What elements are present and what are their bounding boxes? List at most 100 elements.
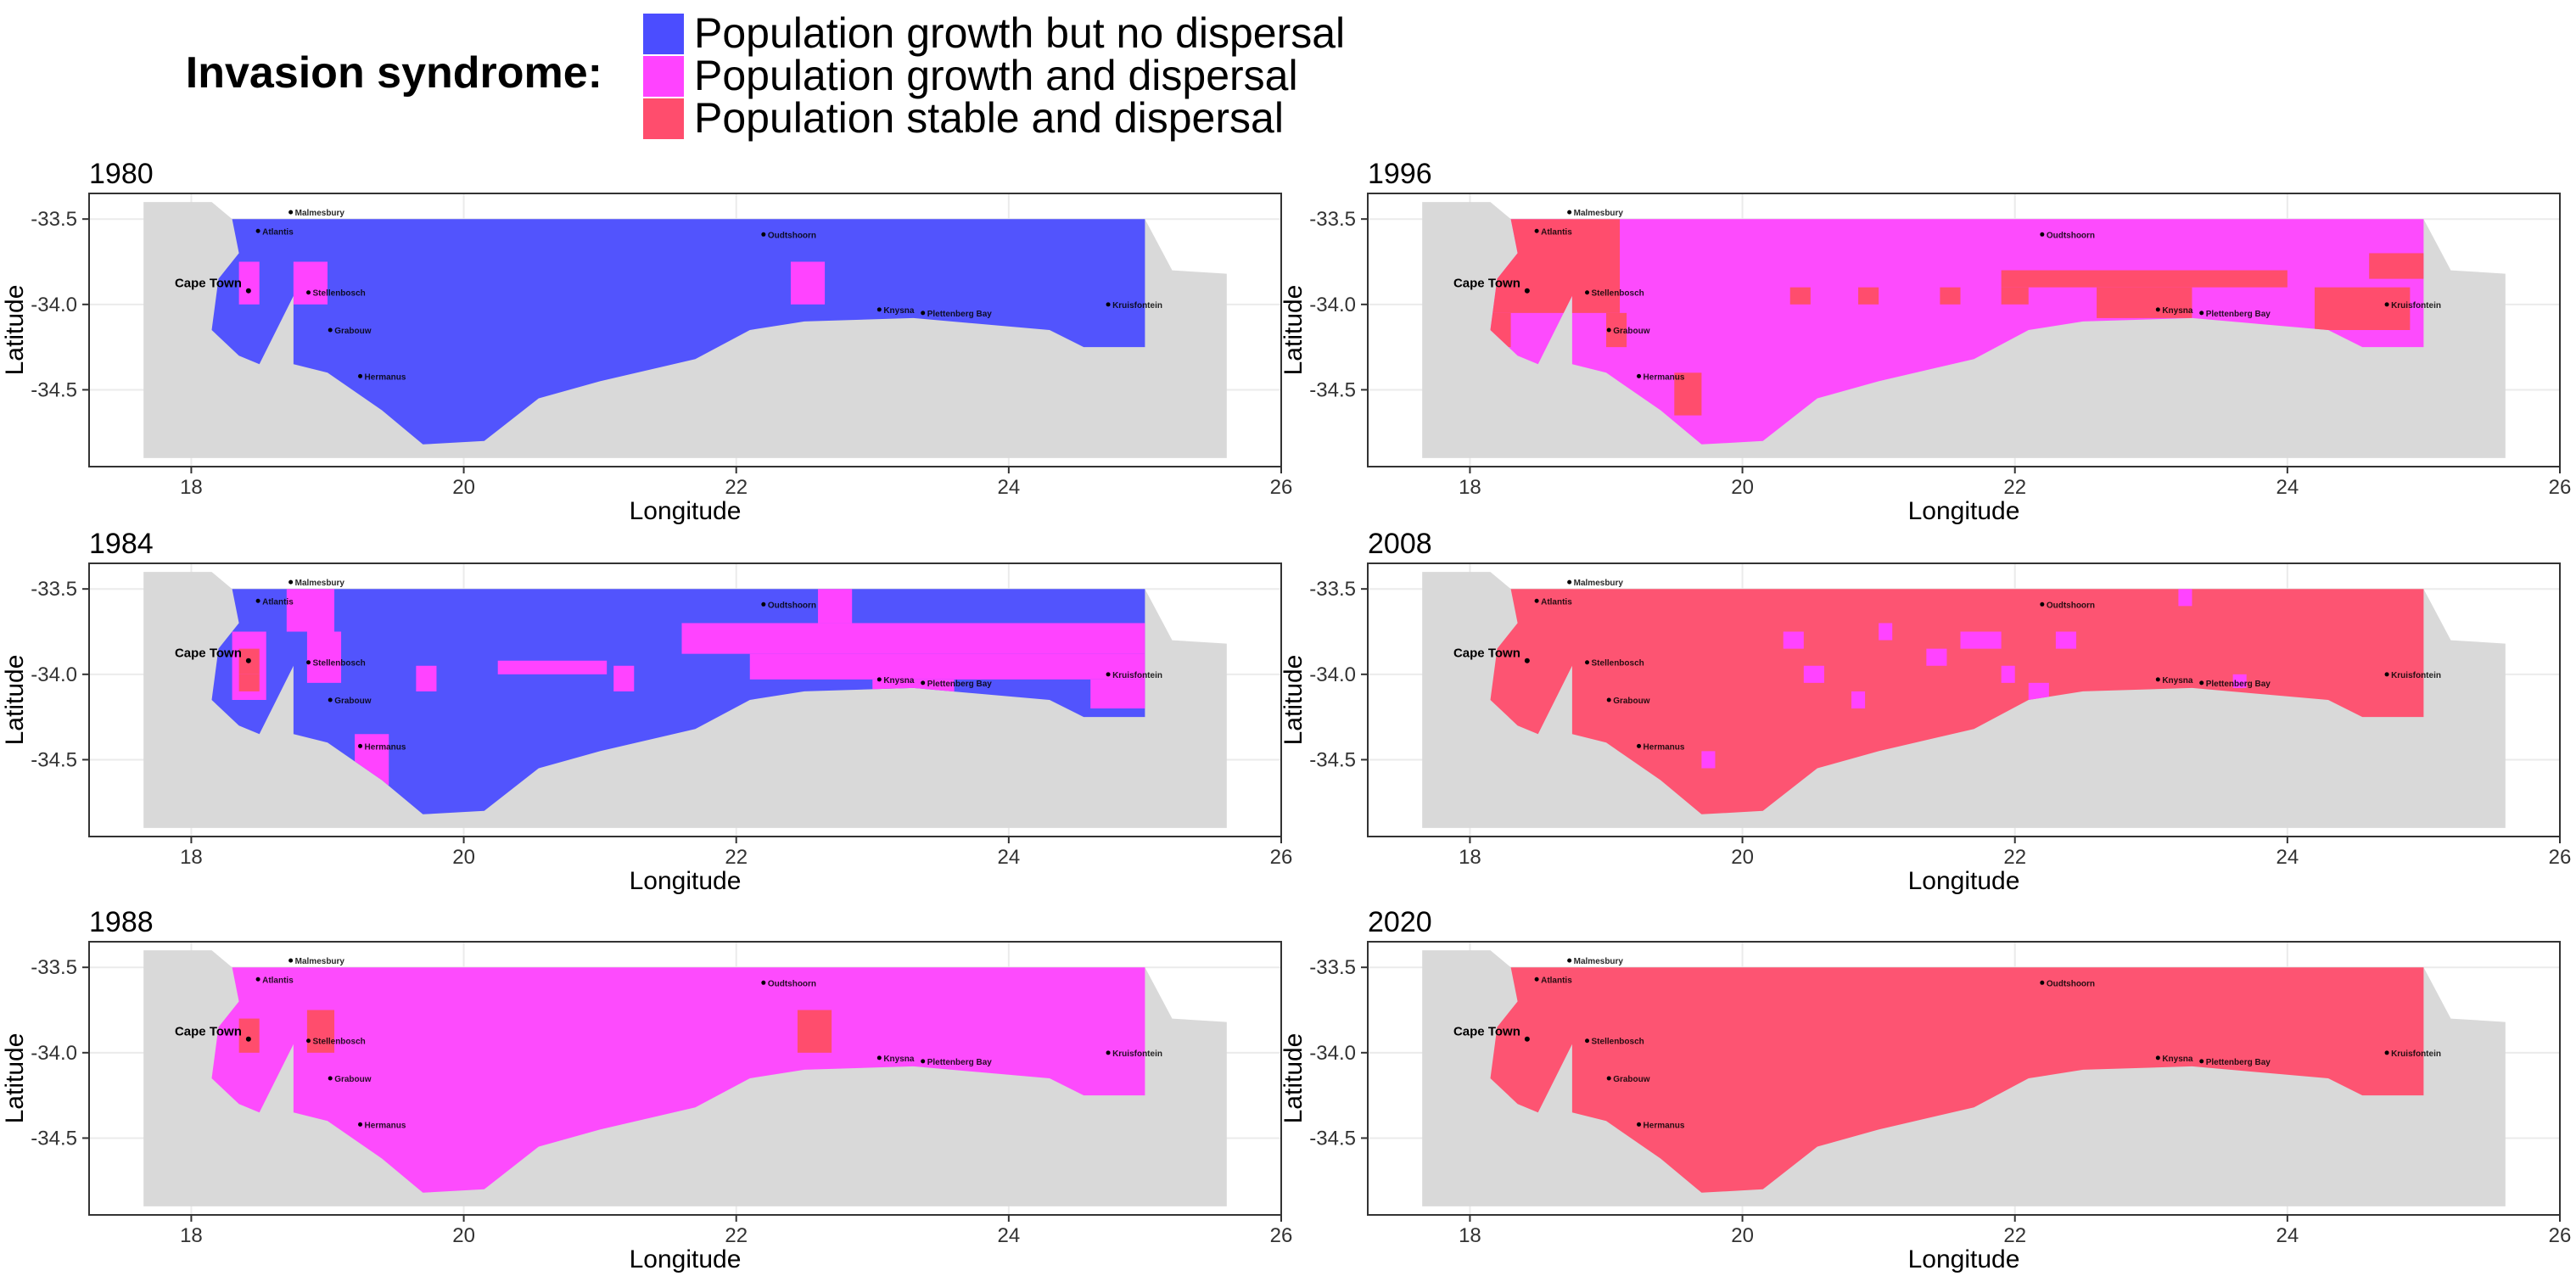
- y-tick-label: -34.0: [1309, 1042, 1356, 1065]
- y-axis-label: Latitude: [1280, 1033, 1308, 1124]
- town-marker: [1585, 290, 1590, 295]
- syndrome-base-area: [211, 967, 1145, 1193]
- x-axis-label: Longitude: [1908, 497, 2020, 525]
- town-marker: [358, 1122, 363, 1127]
- plot-frame: [88, 941, 1282, 1216]
- town-marker: [921, 680, 926, 686]
- town-label: Knysna: [2162, 1055, 2193, 1064]
- plot-frame: [1367, 941, 2561, 1216]
- town-label: Kruisfontein: [1112, 301, 1162, 311]
- town-marker: [306, 1038, 311, 1044]
- syndrome-cell: [2314, 287, 2411, 330]
- town-label: Knysna: [883, 306, 915, 316]
- town-label: Hermanus: [365, 372, 406, 382]
- town-label: Knysna: [2162, 306, 2193, 316]
- x-tick-label: 22: [2003, 1224, 2026, 1247]
- town-marker: [245, 1036, 251, 1042]
- town-label: Cape Town: [1453, 277, 1520, 291]
- y-tick-label: -34.5: [1309, 378, 1356, 401]
- town-label: Plettenberg Bay: [2206, 1058, 2271, 1067]
- syndrome-cell: [497, 660, 608, 674]
- syndrome-cell: [238, 261, 260, 305]
- town-marker: [1606, 327, 1611, 333]
- town-marker: [1606, 1076, 1611, 1081]
- syndrome-cell: [306, 631, 342, 683]
- town-label: Malmesbury: [1574, 957, 1624, 966]
- legend-swatch-growth-dispersal: [643, 56, 684, 97]
- town-label: Atlantis: [262, 227, 294, 237]
- syndrome-cell: [286, 589, 335, 632]
- town-label: Grabouw: [334, 327, 372, 336]
- syndrome-cell: [681, 623, 1145, 654]
- town-marker: [2040, 232, 2045, 237]
- town-label: Cape Town: [175, 1025, 242, 1039]
- town-label: Atlantis: [1541, 976, 1572, 985]
- town-marker: [2040, 980, 2045, 985]
- town-marker: [1567, 210, 1572, 215]
- town-marker: [1585, 1038, 1590, 1044]
- plot-frame: [88, 193, 1282, 467]
- town-label: Kruisfontein: [2391, 671, 2441, 680]
- town-label: Malmesbury: [1574, 209, 1624, 218]
- map-panel-1988: 1988 Malmesbury Atlantis Cape Town Stellenbo…: [1, 906, 1292, 1273]
- town-marker: [2040, 602, 2045, 607]
- town-label: Malmesbury: [295, 209, 345, 218]
- town-label: Kruisfontein: [1112, 671, 1162, 680]
- town-marker: [1534, 598, 1539, 603]
- syndrome-cell: [416, 665, 437, 691]
- legend-label-growth-dispersal: Population growth and dispersal: [694, 52, 1298, 99]
- y-tick-label: -33.5: [31, 208, 77, 231]
- x-tick-label: 18: [1459, 846, 1481, 869]
- town-marker: [1534, 977, 1539, 982]
- town-marker: [1567, 579, 1572, 585]
- town-label: Oudtshoorn: [2047, 601, 2095, 610]
- town-label: Oudtshoorn: [768, 601, 816, 610]
- x-tick-label: 24: [998, 476, 1021, 499]
- x-tick-label: 24: [2276, 476, 2299, 499]
- x-tick-label: 26: [1270, 846, 1293, 869]
- town-marker: [1567, 958, 1572, 963]
- x-tick-label: 18: [1459, 1224, 1481, 1247]
- town-marker: [358, 743, 363, 748]
- town-marker: [2384, 302, 2389, 307]
- x-tick-label: 20: [452, 476, 475, 499]
- syndrome-cell: [293, 261, 328, 305]
- plot-frame: [88, 562, 1282, 837]
- syndrome-cell: [1851, 691, 1866, 709]
- x-tick-label: 18: [1459, 476, 1481, 499]
- town-marker: [288, 958, 294, 963]
- x-tick-label: 26: [2549, 1224, 2572, 1247]
- town-label: Cape Town: [1453, 646, 1520, 661]
- panel-title: 1980: [89, 158, 154, 190]
- syndrome-cell: [1940, 287, 1961, 305]
- syndrome-cell: [306, 1010, 335, 1053]
- town-marker: [328, 697, 333, 702]
- town-label: Stellenbosch: [1592, 289, 1644, 299]
- syndrome-cell: [1858, 287, 1879, 305]
- syndrome-cell: [613, 665, 635, 691]
- x-tick-label: 22: [2003, 846, 2026, 869]
- syndrome-cell: [1674, 372, 1702, 416]
- town-marker: [1106, 1050, 1111, 1055]
- legend: Invasion syndrome: Population growth but…: [186, 9, 1345, 142]
- town-marker: [2199, 680, 2204, 686]
- town-marker: [245, 658, 251, 663]
- town-label: Oudtshoorn: [768, 979, 816, 988]
- x-tick-label: 26: [2549, 476, 2572, 499]
- y-tick-label: -34.5: [1309, 748, 1356, 771]
- syndrome-cell: [818, 589, 853, 624]
- y-tick-label: -33.5: [31, 956, 77, 979]
- panel-title: 2020: [1368, 906, 1432, 938]
- syndrome-cell: [1783, 631, 1804, 649]
- town-label: Plettenberg Bay: [927, 1058, 993, 1067]
- x-tick-label: 20: [1731, 846, 1754, 869]
- syndrome-cell: [1090, 679, 1145, 709]
- x-tick-label: 24: [998, 846, 1021, 869]
- y-axis-label: Latitude: [1, 285, 29, 376]
- town-marker: [328, 1076, 333, 1081]
- town-label: Malmesbury: [295, 579, 345, 588]
- x-axis-label: Longitude: [630, 1245, 742, 1273]
- town-marker: [761, 232, 766, 237]
- town-label: Kruisfontein: [1112, 1049, 1162, 1059]
